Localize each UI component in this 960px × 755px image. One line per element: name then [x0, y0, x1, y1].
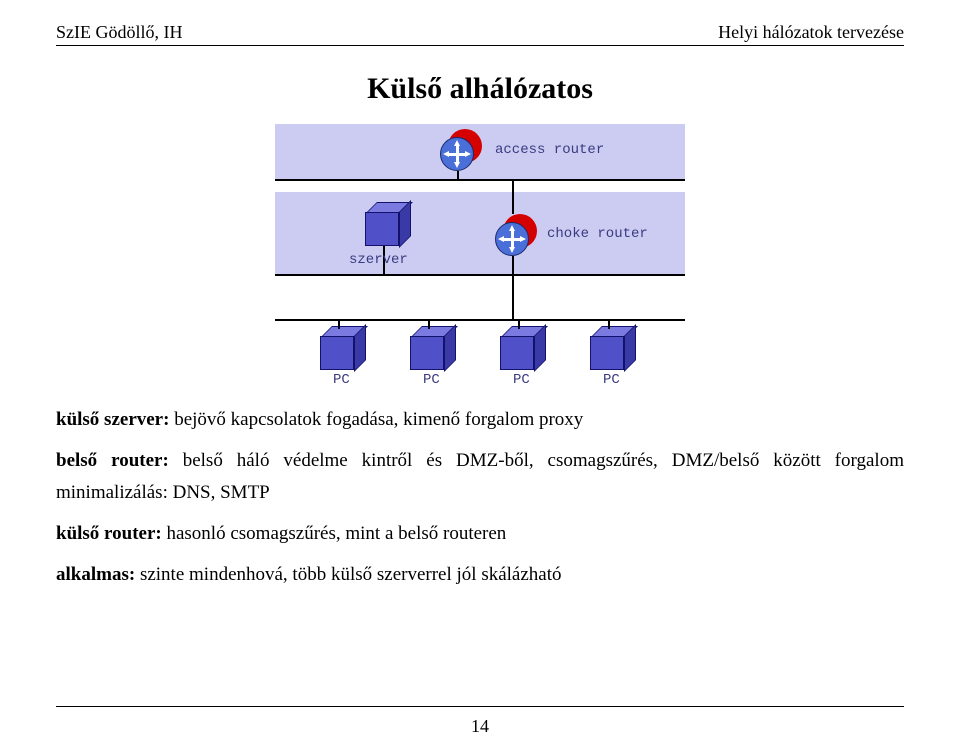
pc-drop-2	[428, 319, 430, 329]
entry-outer-server: külső szerver: bejövő kapcsolatok fogadá…	[56, 404, 904, 435]
label-outer-router: külső router:	[56, 523, 162, 544]
body-text: külső szerver: bejövő kapcsolatok fogadá…	[56, 404, 904, 591]
net-line-lan	[275, 319, 685, 321]
pc-label-3: PC	[513, 372, 530, 388]
header-right: Helyi hálózatok tervezése	[718, 22, 904, 43]
pc-icon-4	[590, 326, 634, 370]
access-router-icon	[440, 129, 482, 171]
header-left: SzIE Gödöllő, IH	[56, 22, 182, 43]
pc-drop-1	[338, 319, 340, 329]
entry-outer-router: külső router: hasonló csomagszűrés, mint…	[56, 518, 904, 549]
entry-use: alkalmas: szinte mindenhová, több külső …	[56, 559, 904, 590]
choke-router-up	[512, 179, 514, 214]
footer-rule	[56, 706, 904, 708]
server-icon	[365, 202, 409, 246]
text-inner-router: belső háló védelme kintről és DMZ-ből, c…	[56, 450, 904, 502]
network-diagram: access router szerver choke router PC PC…	[245, 124, 715, 384]
pc-label-2: PC	[423, 372, 440, 388]
text-outer-server: bejövő kapcsolatok fogadása, kimenő forg…	[169, 409, 583, 430]
label-outer-server: külső szerver:	[56, 409, 169, 430]
choke-router-icon	[495, 214, 537, 256]
page-number: 14	[0, 716, 960, 737]
choke-router-lan	[512, 274, 514, 319]
label-inner-router: belső router:	[56, 450, 169, 471]
text-use: szinte mindenhová, több külső szerverrel…	[135, 564, 561, 585]
pc-label-4: PC	[603, 372, 620, 388]
entry-inner-router: belső router: belső háló védelme kintről…	[56, 445, 904, 508]
pc-drop-3	[518, 319, 520, 329]
page-title: Külső alhálózatos	[56, 72, 904, 106]
text-outer-router: hasonló csomagszűrés, mint a belső route…	[162, 523, 507, 544]
choke-router-label: choke router	[547, 226, 648, 242]
net-line-mid	[275, 274, 685, 276]
pc-label-1: PC	[333, 372, 350, 388]
pc-icon-3	[500, 326, 544, 370]
pc-icon-1	[320, 326, 364, 370]
access-router-label: access router	[495, 142, 604, 158]
page-header: SzIE Gödöllő, IH Helyi hálózatok tervezé…	[56, 22, 904, 46]
pc-drop-4	[608, 319, 610, 329]
server-label: szerver	[349, 252, 408, 268]
pc-icon-2	[410, 326, 454, 370]
net-line-top	[275, 179, 685, 181]
label-use: alkalmas:	[56, 564, 135, 585]
access-router-drop	[457, 171, 459, 179]
choke-router-down	[512, 256, 514, 274]
